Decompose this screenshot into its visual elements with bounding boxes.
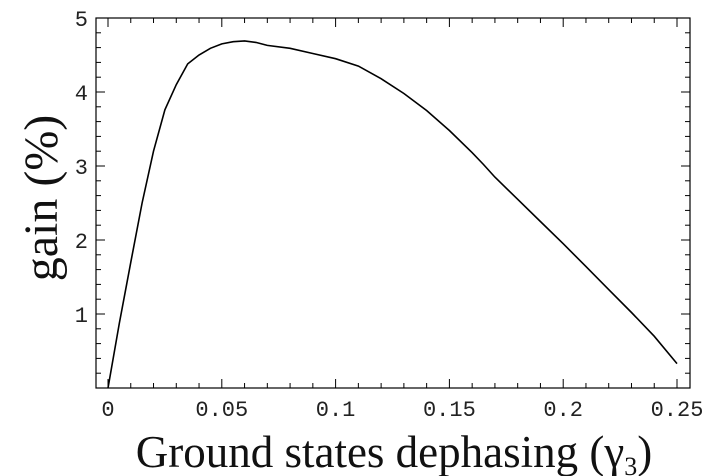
x-axis-title: Ground states dephasing (γ3) [136,427,653,476]
y-tick-label: 5 [75,8,88,33]
y-axis-title: gain (%) [15,115,68,282]
y-tick-label: 3 [75,156,88,181]
x-axis-title-subscript: 3 [624,452,637,476]
x-tick-label: 0.1 [316,398,356,423]
axis-ticks [96,17,690,388]
x-axis-title-main: Ground states dephasing (γ [136,427,625,476]
x-tick-label: 0.25 [651,398,704,423]
y-tick-label: 1 [75,304,88,329]
gain-curve [107,40,678,389]
x-axis-title-close: ) [637,427,652,476]
y-tick-label: 4 [75,82,88,107]
tick-labels: 0 0.05 0.1 0.15 0.2 0.25 1 2 3 4 5 [75,8,704,423]
x-tick-label: 0 [101,398,114,423]
x-tick-label: 0.15 [423,398,476,423]
plot-frame [95,17,691,389]
x-tick-label: 0.05 [195,398,248,423]
x-tick-label: 0.2 [543,398,583,423]
y-tick-label: 2 [75,230,88,255]
